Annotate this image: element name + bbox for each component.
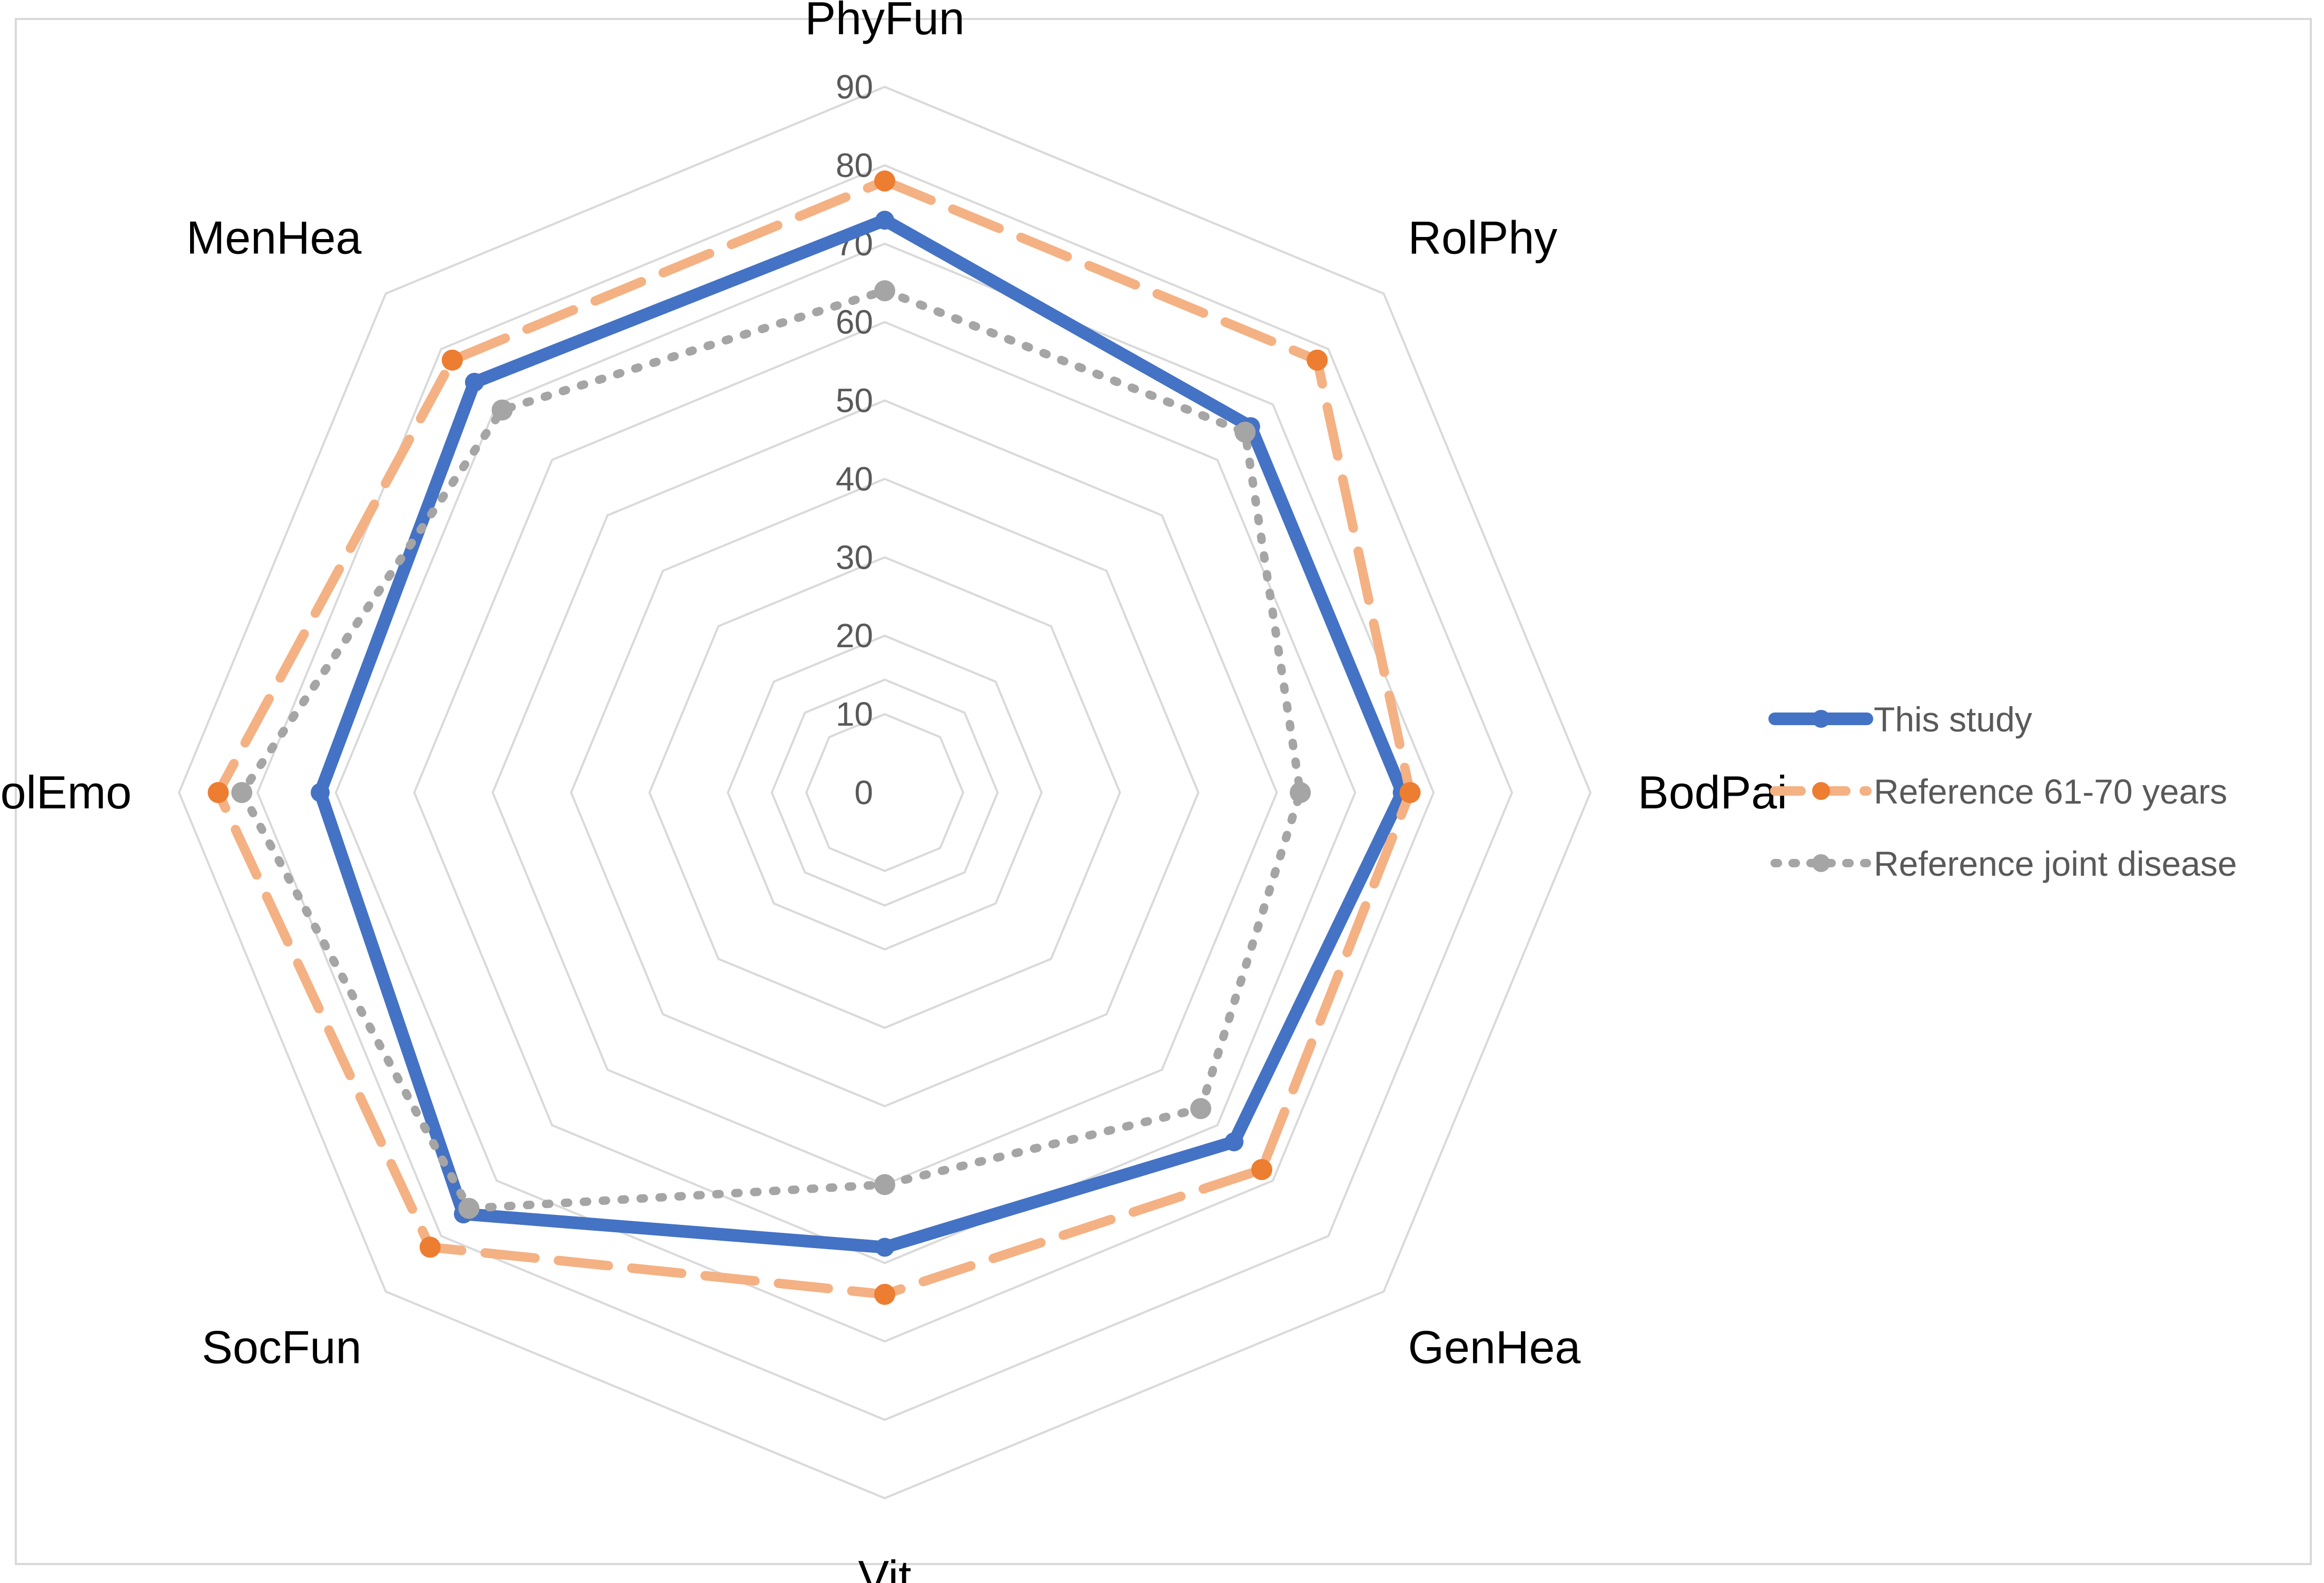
legend-marker-reference-61-70-years [1812, 782, 1830, 800]
data-point-reference-61-70-years-genhea [1251, 1159, 1272, 1180]
category-label-phyfun: PhyFun [805, 0, 964, 44]
tick-label-10: 10 [836, 695, 873, 733]
grid-ring-40 [570, 478, 1200, 1107]
tick-label-40: 40 [836, 460, 873, 498]
data-point-reference-joint-disease-vit [874, 1174, 895, 1195]
tick-label-50: 50 [836, 382, 873, 420]
legend: This study Reference 61-70 years Reference… [1768, 700, 2237, 883]
grid-ring-30 [648, 556, 1121, 1029]
category-label-socfun: SocFun [202, 1321, 361, 1373]
data-point-reference-joint-disease-menhea [491, 399, 513, 421]
data-point-this-study-menhea [464, 372, 484, 392]
grid-ring-10 [805, 713, 965, 873]
grid-ring-center [770, 678, 999, 907]
legend-marker-reference-joint-disease [1812, 854, 1830, 872]
tick-label-30: 30 [836, 538, 873, 576]
series-line-this-study [314, 214, 1409, 1254]
category-label-vit: Vit [858, 1551, 911, 1583]
data-point-reference-joint-disease-rolemo [231, 782, 253, 803]
series-this-study [311, 211, 1412, 1257]
radar-grid [177, 85, 1592, 1500]
data-point-this-study-rolemo [311, 783, 330, 802]
tick-label-0: 0 [854, 774, 873, 812]
data-point-reference-61-70-years-menhea [441, 349, 463, 371]
grid-ring-60 [413, 321, 1357, 1264]
series-layer [207, 170, 1421, 1305]
legend-item-reference-61-70-years: Reference 61-70 years [1770, 772, 2227, 811]
data-point-reference-61-70-years-rolphy [1307, 349, 1328, 371]
category-label-genhea: GenHea [1408, 1321, 1581, 1373]
legend-item-reference-joint-disease: Reference joint disease [1771, 844, 2237, 883]
tick-label-20: 20 [836, 617, 873, 655]
data-point-this-study-vit [875, 1238, 894, 1257]
data-point-this-study-genhea [1224, 1132, 1244, 1152]
grid-ring-20 [727, 635, 1043, 951]
data-point-reference-61-70-years-socfun [419, 1236, 441, 1258]
series-reference-61-70-years [207, 170, 1421, 1305]
category-label-menhea: MenHea [186, 211, 362, 263]
grid-ring-70 [334, 242, 1435, 1343]
data-point-reference-joint-disease-socfun [458, 1198, 480, 1219]
category-label-rolphy: RolPhy [1408, 211, 1558, 263]
data-point-reference-joint-disease-phyfun [874, 280, 895, 302]
data-point-reference-joint-disease-genhea [1190, 1098, 1212, 1120]
data-point-reference-61-70-years-rolemo [207, 782, 229, 803]
data-point-reference-61-70-years-bodpai [1399, 782, 1421, 803]
legend-label-this-study: This study [1874, 700, 2032, 739]
grid-ring-50 [491, 399, 1278, 1186]
data-point-reference-joint-disease-bodpai [1290, 782, 1311, 803]
series-reference-joint-disease [231, 280, 1311, 1219]
legend-marker-this-study [1812, 710, 1830, 728]
tick-label-60: 60 [836, 303, 873, 341]
category-label-rolemo: RolEmo [0, 766, 132, 818]
data-point-reference-61-70-years-vit [874, 1283, 895, 1305]
data-point-reference-joint-disease-rolphy [1234, 421, 1256, 443]
legend-item-this-study: This study [1768, 700, 2032, 739]
tick-label-90: 90 [836, 68, 873, 106]
category-labels: PhyFun RolPhy BodPai GenHea Vit SocFun RolEmo M… [0, 0, 1787, 1583]
data-point-reference-61-70-years-phyfun [874, 170, 895, 192]
legend-label-reference-joint-disease: Reference joint disease [1874, 844, 2237, 883]
legend-label-reference-61-70-years: Reference 61-70 years [1874, 772, 2227, 811]
grid-ring-90 [177, 85, 1592, 1500]
chart-frame [15, 18, 2312, 1565]
grid-ring-80 [256, 164, 1514, 1421]
category-label-bodpai: BodPai [1638, 766, 1787, 818]
data-point-this-study-phyfun [875, 211, 894, 230]
tick-label-80: 80 [836, 146, 873, 184]
